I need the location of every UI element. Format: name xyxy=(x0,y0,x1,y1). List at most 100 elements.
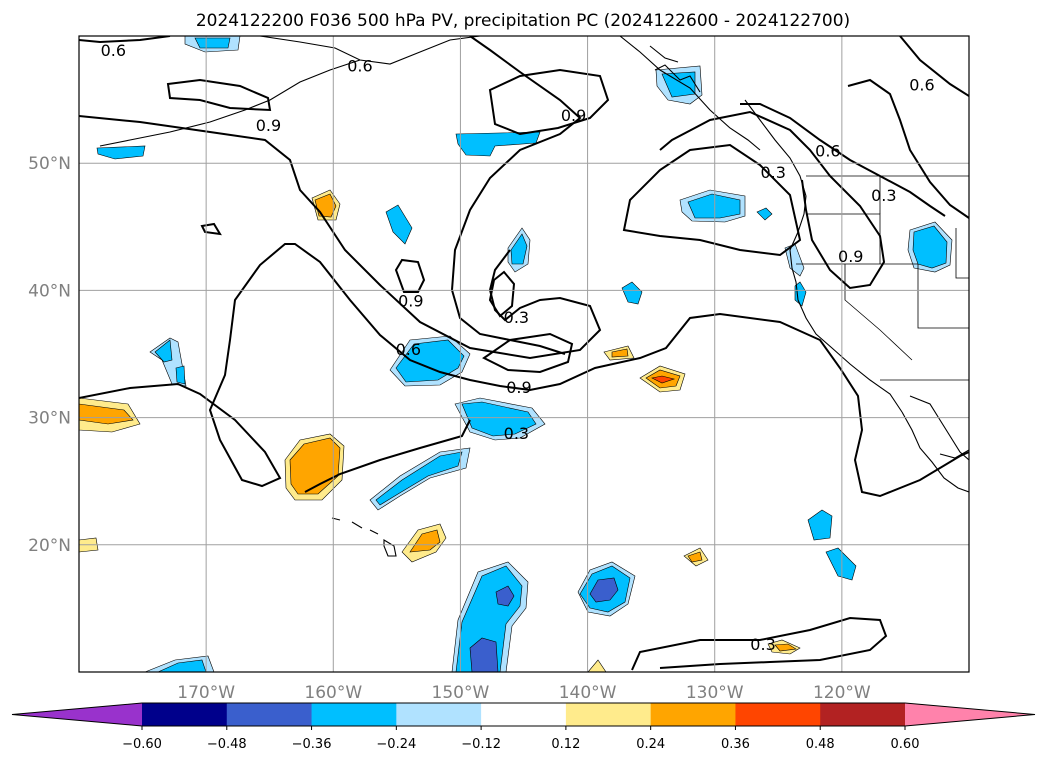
colorbar-tick-label: −0.48 xyxy=(207,737,247,752)
precip-area xyxy=(385,204,413,245)
precip-area xyxy=(194,37,231,49)
contour-label: 0.6 xyxy=(815,141,840,160)
precip-area xyxy=(589,577,619,603)
colorbar-tick-label: 0.12 xyxy=(551,737,580,752)
coastline-aleutians xyxy=(99,59,361,147)
coastline-alaska xyxy=(259,36,481,65)
precip-area xyxy=(157,659,207,672)
contour-label: 0.6 xyxy=(909,75,934,94)
contour-label: 0.3 xyxy=(760,163,785,182)
colorbar-segment xyxy=(311,703,397,726)
map-frame xyxy=(78,35,970,673)
colorbar-extend-min xyxy=(12,703,142,726)
precip-area xyxy=(510,233,528,265)
precip-area xyxy=(912,225,948,269)
colorbar-segment xyxy=(820,703,906,726)
colorbar: −0.60 −0.48 −0.36 −0.24 −0.12 0.12 0.24 0.36 0.4… xyxy=(11,702,1036,752)
x-tick-label: 120°W xyxy=(813,683,871,703)
coastline-gulf-of-california xyxy=(909,395,969,461)
colorbar-extend-max xyxy=(905,703,1035,726)
pv-contour xyxy=(899,36,969,97)
y-tick-label: 30°N xyxy=(28,409,71,429)
coastlines xyxy=(99,36,969,557)
precip-area xyxy=(687,551,703,563)
colorbar-segments xyxy=(12,703,1035,726)
contour-label: 0.9 xyxy=(398,292,423,311)
colorbar-segment xyxy=(226,703,313,726)
contour-labels: 0.6 0.6 0.9 0.9 0.6 0.6 0.3 0.3 0.9 0.9 0.3 0.6 0.9 0… xyxy=(101,41,935,654)
colorbar-tick-label: 0.36 xyxy=(721,737,750,752)
alaska-coast-detail xyxy=(649,45,701,93)
pv-contour xyxy=(847,78,969,219)
coastline-west-us xyxy=(789,195,903,413)
colorbar-tick-label: 0.24 xyxy=(636,737,665,752)
x-tick-label: 140°W xyxy=(559,683,617,703)
precip-area xyxy=(774,643,797,652)
precip-area xyxy=(455,131,541,157)
pv-contour xyxy=(200,222,222,236)
contour-label: 0.3 xyxy=(750,635,775,654)
precip-area xyxy=(96,145,146,160)
contour-label: 0.9 xyxy=(838,247,863,266)
colorbar-tick-label: −0.36 xyxy=(292,737,332,752)
precip-area xyxy=(79,403,134,425)
precip-area xyxy=(495,585,515,607)
precip-area xyxy=(587,659,607,672)
precip-area xyxy=(807,509,833,541)
colorbar-tick-label: −0.60 xyxy=(122,737,162,752)
borders xyxy=(796,175,969,381)
precip-area xyxy=(756,207,773,221)
pv-contour xyxy=(79,243,969,498)
contour-label: 0.3 xyxy=(504,308,529,327)
pv-contour xyxy=(166,78,272,112)
pv-contour xyxy=(622,143,802,257)
colorbar-tick-label: 0.60 xyxy=(891,737,920,752)
pv-contour xyxy=(79,115,602,360)
colorbar-segment xyxy=(142,703,228,726)
contour-label: 0.6 xyxy=(347,56,372,75)
colorbar-segment xyxy=(650,703,736,726)
contour-label: 0.6 xyxy=(101,41,126,60)
pv-contour xyxy=(488,270,516,318)
pv-contour xyxy=(659,110,886,290)
border-nv-ut xyxy=(917,264,969,329)
contour-label: 0.3 xyxy=(871,186,896,205)
gridlines xyxy=(79,36,969,672)
colorbar-tick-label: 0.48 xyxy=(806,737,835,752)
contour-label: 0.3 xyxy=(504,424,529,443)
colorbar-segment xyxy=(565,703,652,726)
x-tick-label: 150°W xyxy=(432,683,490,703)
precip-area xyxy=(687,193,741,219)
contour-label: 0.6 xyxy=(396,340,421,359)
precip-area xyxy=(651,375,676,384)
x-tick-label: 130°W xyxy=(686,683,744,703)
coastline-gulf-of-alaska xyxy=(619,36,761,151)
y-tick-label: 40°N xyxy=(28,281,71,301)
contour-label: 0.9 xyxy=(561,106,586,125)
precip-area xyxy=(461,401,537,437)
pv-contour xyxy=(740,103,946,217)
map-area: 0.6 0.6 0.9 0.9 0.6 0.6 0.3 0.3 0.9 0.9 0.3 0.6 0.9 0… xyxy=(79,36,969,672)
x-tick-label: 160°W xyxy=(304,683,362,703)
pv-contour xyxy=(488,68,610,136)
precip-area xyxy=(375,451,463,506)
border-idaho xyxy=(879,176,969,279)
colorbar-segment xyxy=(735,703,821,726)
coastline-baja xyxy=(901,411,969,493)
x-tick-label: 170°W xyxy=(177,683,235,703)
pv-contour xyxy=(482,332,574,374)
colorbar-segment xyxy=(396,703,482,726)
x-tick-labels: 170°W 160°W 150°W 140°W 130°W 120°W xyxy=(177,683,871,703)
precip-area xyxy=(395,339,465,383)
colorbar-tick-label: −0.12 xyxy=(461,737,501,752)
contour-label: 0.9 xyxy=(506,378,531,397)
precip-area xyxy=(611,348,629,358)
y-tick-label: 20°N xyxy=(28,536,71,556)
coastline-bc xyxy=(744,99,807,197)
precip-area xyxy=(825,547,857,581)
y-tick-labels: 20°N 30°N 40°N 50°N xyxy=(28,154,71,556)
pv-contour xyxy=(450,36,582,355)
colorbar-segment xyxy=(481,703,567,726)
precip-area xyxy=(621,281,643,305)
